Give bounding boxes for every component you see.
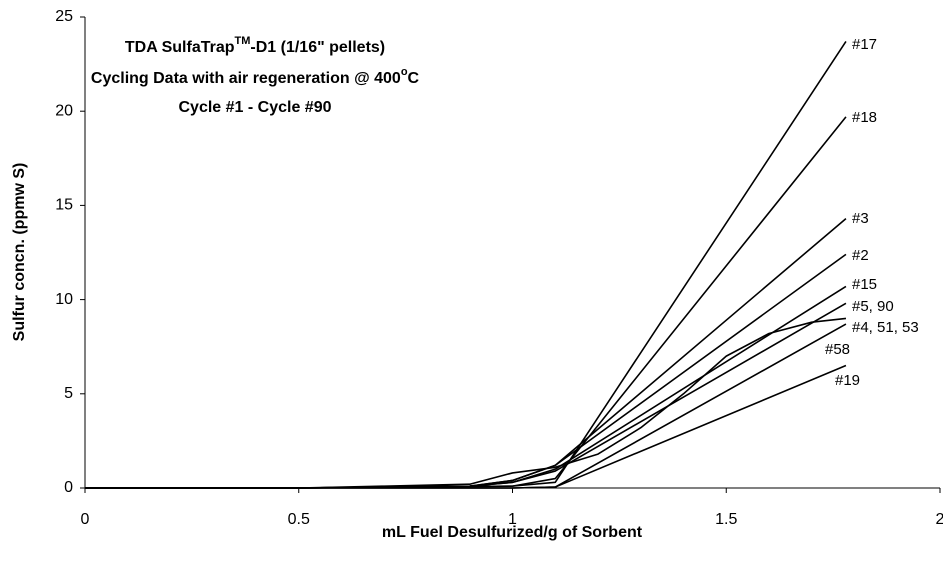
chart-title: TDA SulfaTrapTM-D1 (1/16" pellets) [125, 35, 385, 56]
y-tick-label: 10 [55, 291, 73, 308]
x-tick-label: 1.5 [715, 511, 737, 528]
x-tick-label: 0 [81, 511, 90, 528]
title-part: -D1 (1/16" pellets) [250, 39, 385, 56]
series-line [85, 323, 847, 489]
series-line [85, 253, 847, 489]
y-tick-label: 0 [64, 479, 73, 496]
series-line [85, 364, 847, 489]
series-line [85, 317, 847, 489]
series-label: #2 [852, 247, 869, 264]
title-part: C [408, 70, 420, 87]
series-label: #17 [852, 36, 877, 53]
x-tick-label: 2 [936, 511, 943, 528]
series-label: #18 [852, 109, 877, 126]
chart-title: Cycling Data with air regeneration @ 400… [91, 66, 420, 87]
title-part: Cycle #1 - Cycle #90 [179, 99, 332, 116]
title-part: Cycling Data with air regeneration @ 400 [91, 70, 401, 87]
y-tick-label: 5 [64, 385, 73, 402]
title-superscript: o [401, 66, 408, 78]
series-label: #4, 51, 53 [852, 319, 919, 336]
y-tick-label: 15 [55, 197, 73, 214]
x-tick-label: 1 [508, 511, 517, 528]
series-label: #3 [852, 210, 869, 227]
y-tick-label: 25 [55, 8, 73, 25]
x-tick-label: 0.5 [288, 511, 310, 528]
series-label: #5, 90 [852, 298, 894, 315]
chart-title: Cycle #1 - Cycle #90 [179, 99, 332, 116]
x-axis-title: mL Fuel Desulfurized/g of Sorbent [382, 524, 643, 541]
series-label: #15 [852, 276, 877, 293]
y-axis-title: Sulfur concn. (ppmw S) [11, 163, 28, 342]
title-part: TDA SulfaTrap [125, 39, 235, 56]
title-superscript: TM [235, 35, 251, 47]
series-label: #58 [825, 341, 850, 358]
y-tick-label: 20 [55, 102, 73, 119]
series-label: #19 [835, 372, 860, 389]
series-line [85, 116, 847, 489]
series-line [85, 302, 847, 489]
